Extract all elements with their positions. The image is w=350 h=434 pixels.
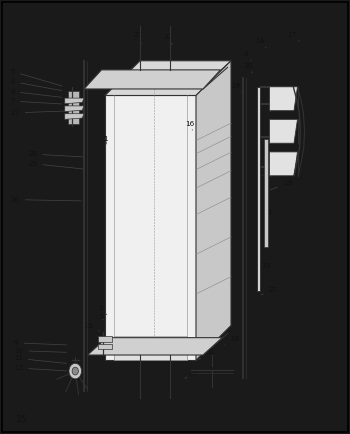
- Text: 3: 3: [98, 314, 103, 320]
- Text: 25: 25: [259, 209, 272, 219]
- Text: 23: 23: [257, 263, 271, 273]
- Polygon shape: [65, 98, 84, 104]
- Text: 32: 32: [164, 34, 173, 45]
- Polygon shape: [270, 119, 298, 143]
- Polygon shape: [257, 87, 260, 291]
- Text: 11: 11: [14, 355, 66, 363]
- Text: 18: 18: [225, 336, 239, 345]
- Text: 4: 4: [243, 51, 251, 61]
- Text: 13: 13: [14, 365, 66, 371]
- Text: 1: 1: [103, 136, 108, 144]
- Text: 6: 6: [10, 79, 62, 91]
- Text: 16: 16: [185, 121, 194, 130]
- Text: 2: 2: [98, 305, 107, 315]
- Polygon shape: [264, 139, 268, 247]
- Circle shape: [69, 363, 82, 379]
- Polygon shape: [270, 152, 298, 176]
- Polygon shape: [105, 95, 196, 360]
- Polygon shape: [65, 114, 84, 119]
- Text: 14: 14: [256, 38, 266, 48]
- Polygon shape: [270, 87, 298, 111]
- Polygon shape: [65, 106, 84, 112]
- Text: 21: 21: [185, 370, 199, 378]
- Text: 22: 22: [261, 287, 278, 295]
- Polygon shape: [114, 336, 187, 360]
- Text: 15: 15: [16, 415, 27, 424]
- Text: 21: 21: [84, 323, 100, 331]
- Text: 19: 19: [270, 180, 292, 190]
- Text: 15: 15: [262, 165, 277, 176]
- Text: 20: 20: [243, 63, 252, 73]
- Text: 23: 23: [10, 110, 72, 116]
- Text: 29: 29: [28, 161, 83, 169]
- Polygon shape: [88, 338, 222, 355]
- Text: 24: 24: [231, 83, 243, 93]
- Text: 7: 7: [10, 98, 62, 104]
- Polygon shape: [98, 336, 112, 342]
- Text: 26: 26: [10, 197, 81, 203]
- Polygon shape: [84, 70, 220, 89]
- Text: 10: 10: [14, 348, 66, 354]
- Polygon shape: [196, 61, 231, 360]
- Text: 12: 12: [72, 373, 81, 381]
- Polygon shape: [105, 61, 231, 95]
- Polygon shape: [98, 344, 112, 349]
- Circle shape: [72, 367, 78, 375]
- Text: 9: 9: [14, 340, 66, 346]
- Text: 8: 8: [10, 89, 62, 97]
- Polygon shape: [68, 91, 79, 124]
- Text: 31: 31: [199, 349, 215, 359]
- Text: 5: 5: [10, 69, 62, 86]
- Text: 17: 17: [287, 32, 299, 41]
- Text: 28: 28: [28, 151, 84, 157]
- Text: 27: 27: [133, 32, 142, 43]
